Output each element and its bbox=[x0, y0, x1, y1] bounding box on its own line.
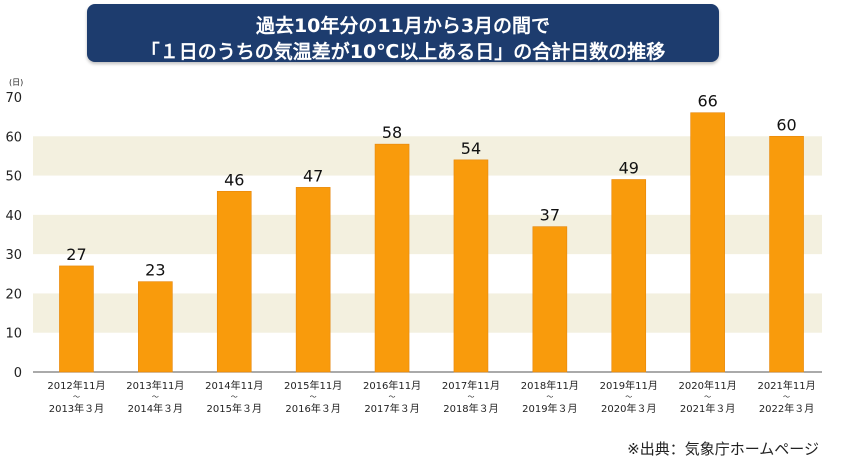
x-tick-label: 〜 bbox=[704, 393, 711, 401]
bar bbox=[453, 159, 489, 373]
value-labels: 27 23 46 47 58 54 37 49 66 60 bbox=[66, 92, 796, 280]
bar bbox=[769, 135, 804, 373]
x-tick-label: 2016年11月 bbox=[363, 379, 421, 392]
x-tick-label: 2014年11月 bbox=[205, 379, 263, 392]
data-label: 37 bbox=[540, 206, 560, 225]
bar bbox=[138, 281, 173, 373]
x-tick-label: 2015年３月 bbox=[207, 402, 262, 415]
y-unit-label: (日) bbox=[9, 78, 23, 87]
bar bbox=[295, 187, 331, 373]
bars bbox=[59, 112, 804, 373]
x-tick-label: 〜 bbox=[467, 393, 474, 401]
x-tick-label: 2022年３月 bbox=[759, 402, 814, 415]
x-tick-label: 〜 bbox=[625, 393, 632, 401]
x-tick-label: 2015年11月 bbox=[284, 379, 342, 392]
data-label: 58 bbox=[382, 123, 402, 142]
x-tick-label: 〜 bbox=[546, 393, 553, 401]
x-tick-label: 〜 bbox=[73, 393, 80, 401]
chart-title-line-2: 「１日のうちの気温差が10℃以上ある日」の合計日数の推移 bbox=[140, 41, 666, 63]
data-label: 47 bbox=[303, 166, 323, 185]
data-label: 23 bbox=[145, 261, 165, 280]
bar bbox=[611, 179, 647, 373]
x-tick-label: 2017年３月 bbox=[364, 402, 419, 415]
x-tick-label: 2021年11月 bbox=[757, 379, 815, 392]
x-tick-label: 2012年11月 bbox=[47, 379, 105, 392]
y-tick-label: 60 bbox=[5, 130, 22, 145]
x-tick-label: 2021年３月 bbox=[680, 402, 735, 415]
x-tick-label: 〜 bbox=[231, 393, 238, 401]
x-tick-label: 2020年３月 bbox=[601, 402, 656, 415]
x-tick-label: 〜 bbox=[783, 393, 790, 401]
data-label: 66 bbox=[697, 92, 717, 111]
y-tick-label: 70 bbox=[5, 91, 22, 106]
x-tick-label: 2013年11月 bbox=[126, 379, 184, 392]
bar bbox=[532, 226, 568, 373]
y-tick-label: 40 bbox=[5, 209, 22, 224]
data-label: 27 bbox=[66, 245, 86, 264]
y-tick-label: 0 bbox=[14, 366, 22, 381]
x-axis-labels: 2012年11月〜2013年３月2013年11月〜2014年３月2014年11月… bbox=[47, 379, 815, 415]
x-tick-label: 2013年３月 bbox=[49, 402, 104, 415]
bar bbox=[374, 143, 410, 373]
chart-title-banner: 過去10年分の11月から3月の間で 「１日のうちの気温差が10℃以上ある日」の合… bbox=[87, 4, 719, 63]
x-tick-label: 2019年３月 bbox=[522, 402, 577, 415]
bar bbox=[690, 112, 725, 373]
y-tick-label: 10 bbox=[5, 327, 22, 342]
y-tick-label: 20 bbox=[5, 287, 22, 302]
bar bbox=[59, 265, 94, 373]
x-tick-label: 2020年11月 bbox=[679, 379, 737, 392]
x-tick-label: 2018年11月 bbox=[521, 379, 579, 392]
y-tick-label: 30 bbox=[5, 248, 22, 263]
y-tick-label: 50 bbox=[5, 170, 22, 185]
chart-title-line-1: 過去10年分の11月から3月の間で bbox=[255, 15, 551, 37]
data-label: 46 bbox=[224, 170, 244, 189]
x-tick-label: 2018年３月 bbox=[443, 402, 498, 415]
x-tick-label: 2016年３月 bbox=[285, 402, 340, 415]
x-tick-label: 〜 bbox=[310, 393, 317, 401]
bar bbox=[216, 190, 252, 373]
data-label: 54 bbox=[461, 139, 481, 158]
x-tick-label: 2014年３月 bbox=[128, 402, 183, 415]
data-label: 49 bbox=[619, 159, 639, 178]
x-tick-label: 〜 bbox=[152, 393, 159, 401]
x-tick-label: 2019年11月 bbox=[600, 379, 658, 392]
x-tick-label: 〜 bbox=[389, 393, 396, 401]
x-tick-label: 2017年11月 bbox=[442, 379, 500, 392]
data-label: 60 bbox=[776, 115, 796, 134]
source-note: ※出典：気象庁ホームページ bbox=[627, 440, 819, 458]
